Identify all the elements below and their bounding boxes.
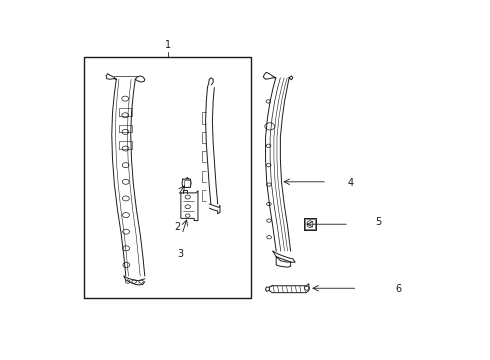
Text: 4: 4 — [347, 178, 353, 188]
Text: 2: 2 — [174, 222, 180, 232]
Text: 6: 6 — [395, 284, 402, 293]
Text: 3: 3 — [178, 249, 184, 259]
Text: 5: 5 — [376, 217, 382, 227]
Text: 1: 1 — [165, 40, 171, 50]
